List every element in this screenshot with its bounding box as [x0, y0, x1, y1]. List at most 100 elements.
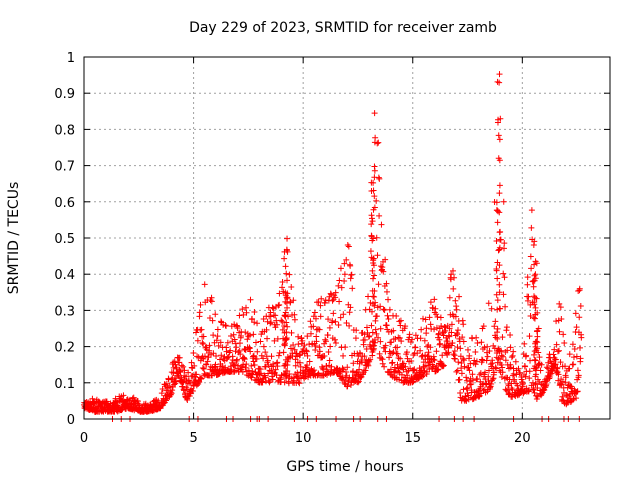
- data-point: [453, 368, 460, 375]
- data-point: [501, 274, 508, 281]
- data-point: [208, 298, 215, 305]
- data-point: [277, 378, 284, 385]
- data-point: [322, 336, 329, 343]
- data-point: [431, 357, 438, 364]
- data-point: [441, 329, 448, 336]
- data-point: [456, 376, 463, 383]
- data-point: [275, 302, 282, 309]
- data-point: [265, 361, 272, 368]
- data-point: [396, 318, 403, 325]
- data-point: [331, 336, 338, 343]
- data-point: [566, 365, 573, 372]
- data-point: [553, 341, 560, 348]
- data-point: [494, 78, 501, 85]
- data-point: [363, 324, 370, 331]
- data-point: [210, 332, 217, 339]
- data-point: [369, 237, 376, 244]
- data-point: [509, 352, 516, 359]
- data-point: [473, 334, 480, 341]
- data-point: [378, 221, 385, 228]
- data-point: [472, 361, 479, 368]
- data-point: [233, 344, 240, 351]
- data-point: [408, 336, 415, 343]
- y-tick-label: 0.5: [54, 232, 75, 247]
- data-point: [552, 356, 559, 363]
- data-point: [522, 373, 529, 380]
- data-point: [190, 349, 197, 356]
- data-point: [494, 275, 501, 282]
- x-tick-label: 5: [189, 431, 197, 446]
- data-point: [378, 355, 385, 362]
- data-point: [169, 387, 176, 394]
- data-point: [218, 318, 225, 325]
- data-point: [242, 364, 249, 371]
- data-point: [300, 345, 307, 352]
- data-point: [452, 297, 459, 304]
- data-point: [262, 374, 269, 381]
- data-point: [214, 333, 221, 340]
- data-point: [473, 358, 480, 365]
- data-point: [316, 326, 323, 333]
- data-point: [573, 353, 580, 360]
- data-point: [466, 367, 473, 374]
- data-point: [283, 372, 290, 379]
- data-point: [386, 354, 393, 361]
- data-point: [371, 139, 378, 146]
- data-point: [371, 288, 378, 295]
- data-point: [494, 207, 501, 214]
- data-point: [388, 360, 395, 367]
- data-point: [489, 376, 496, 383]
- data-point: [283, 329, 290, 336]
- data-point: [503, 327, 510, 334]
- data-point: [510, 348, 517, 355]
- data-point: [494, 297, 501, 304]
- data-point: [496, 229, 503, 236]
- data-point: [467, 381, 474, 388]
- data-point: [369, 218, 376, 225]
- data-point: [465, 364, 472, 371]
- data-point: [524, 274, 531, 281]
- data-point: [304, 362, 311, 369]
- data-point: [418, 353, 425, 360]
- data-point: [361, 336, 368, 343]
- data-point: [287, 345, 294, 352]
- data-point: [554, 348, 561, 355]
- data-point: [469, 377, 476, 384]
- data-point: [527, 357, 534, 364]
- data-point: [483, 357, 490, 364]
- data-point: [287, 298, 294, 305]
- data-point: [326, 324, 333, 331]
- data-point: [267, 313, 274, 320]
- data-point: [386, 306, 393, 313]
- data-point: [532, 357, 539, 364]
- data-point: [499, 364, 506, 371]
- data-point: [493, 267, 500, 274]
- data-point: [495, 116, 502, 123]
- data-point: [534, 327, 541, 334]
- data-point: [327, 290, 334, 297]
- data-point: [355, 379, 362, 386]
- data-point: [472, 348, 479, 355]
- data-point: [329, 317, 336, 324]
- data-point: [523, 352, 530, 359]
- data-point: [385, 296, 392, 303]
- data-point: [500, 198, 507, 205]
- data-point: [236, 312, 243, 319]
- data-point: [366, 333, 373, 340]
- data-point: [458, 360, 465, 367]
- data-point: [347, 262, 354, 269]
- data-point: [447, 276, 454, 283]
- data-point: [302, 373, 309, 380]
- data-point: [249, 315, 256, 322]
- data-point: [532, 380, 539, 387]
- data-point: [185, 377, 192, 384]
- data-point: [425, 353, 432, 360]
- data-point: [417, 347, 424, 354]
- data-point: [332, 289, 339, 296]
- data-point: [284, 294, 291, 301]
- data-point: [365, 362, 372, 369]
- data-point: [279, 318, 286, 325]
- data-point: [449, 267, 456, 274]
- data-point: [488, 381, 495, 388]
- data-point: [454, 367, 461, 374]
